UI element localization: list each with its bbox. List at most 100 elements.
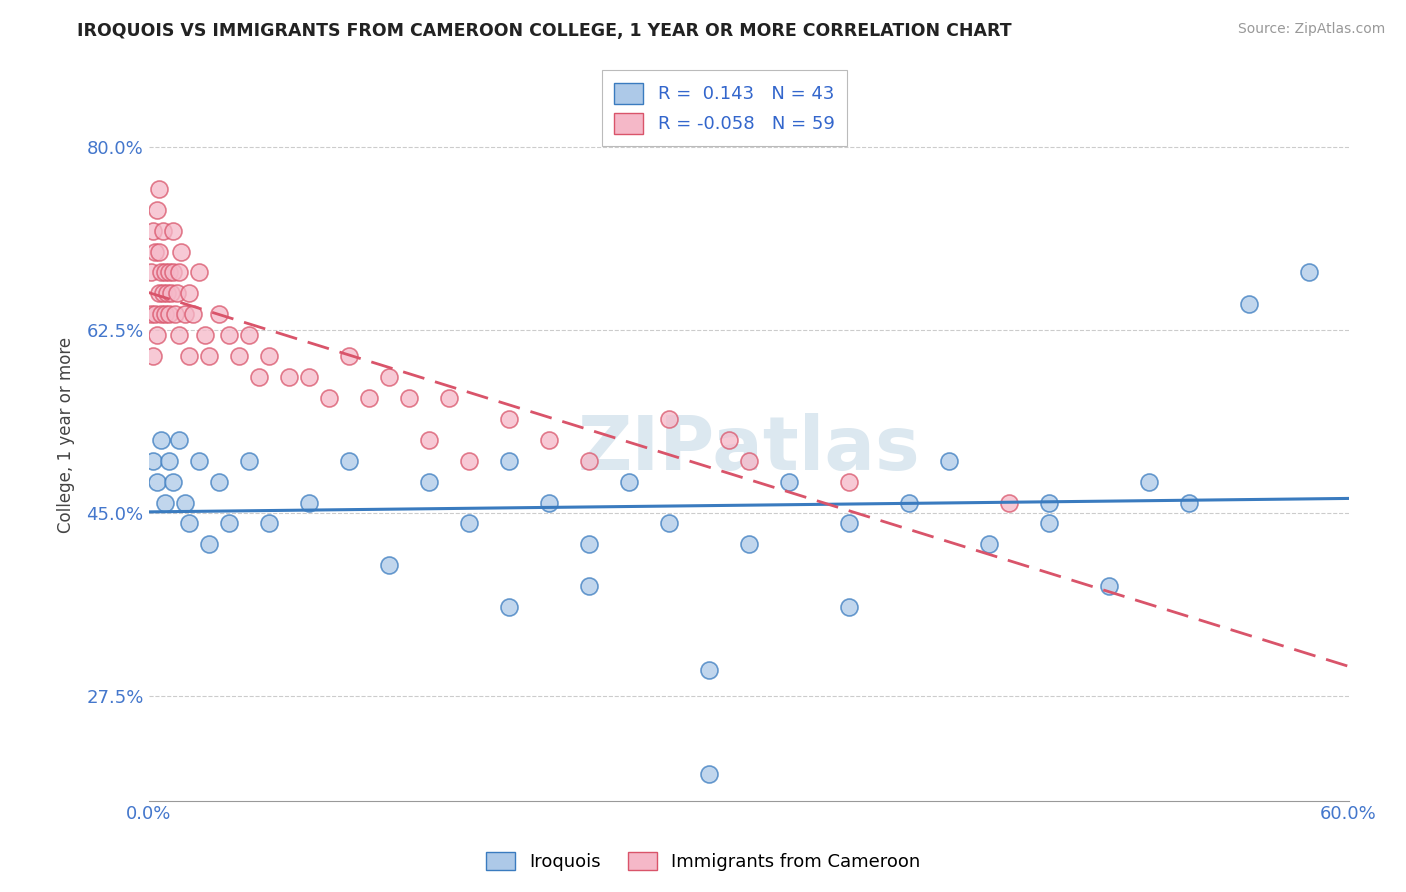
Point bbox=[181, 307, 204, 321]
Point bbox=[657, 412, 679, 426]
Point bbox=[173, 307, 195, 321]
Point bbox=[617, 475, 640, 489]
Point bbox=[169, 244, 191, 259]
Point bbox=[173, 495, 195, 509]
Point bbox=[377, 370, 399, 384]
Point bbox=[578, 537, 600, 551]
Point bbox=[145, 202, 167, 217]
Point bbox=[398, 391, 420, 405]
Point bbox=[238, 453, 260, 467]
Point bbox=[1137, 475, 1160, 489]
Point bbox=[737, 537, 759, 551]
Point bbox=[1298, 265, 1320, 279]
Point bbox=[257, 349, 280, 363]
Point bbox=[337, 453, 360, 467]
Point bbox=[437, 391, 460, 405]
Point bbox=[162, 265, 184, 279]
Point bbox=[167, 265, 190, 279]
Point bbox=[218, 516, 240, 531]
Point bbox=[657, 516, 679, 531]
Point bbox=[163, 307, 186, 321]
Point bbox=[207, 475, 229, 489]
Point bbox=[162, 224, 184, 238]
Point bbox=[297, 370, 319, 384]
Text: IROQUOIS VS IMMIGRANTS FROM CAMEROON COLLEGE, 1 YEAR OR MORE CORRELATION CHART: IROQUOIS VS IMMIGRANTS FROM CAMEROON COL… bbox=[77, 22, 1012, 40]
Point bbox=[157, 453, 180, 467]
Point bbox=[997, 495, 1019, 509]
Point bbox=[697, 767, 720, 781]
Point bbox=[152, 224, 174, 238]
Point bbox=[143, 244, 166, 259]
Point bbox=[578, 579, 600, 593]
Point bbox=[418, 475, 440, 489]
Point bbox=[778, 475, 800, 489]
Point bbox=[153, 265, 176, 279]
Point bbox=[1237, 297, 1260, 311]
Point bbox=[1097, 579, 1119, 593]
Point bbox=[277, 370, 299, 384]
Point bbox=[187, 265, 209, 279]
Point bbox=[141, 453, 163, 467]
Point bbox=[318, 391, 340, 405]
Point bbox=[149, 307, 172, 321]
Point bbox=[167, 328, 190, 343]
Point bbox=[457, 453, 479, 467]
Point bbox=[838, 600, 860, 615]
Point bbox=[697, 663, 720, 677]
Point bbox=[152, 286, 174, 301]
Legend: Iroquois, Immigrants from Cameroon: Iroquois, Immigrants from Cameroon bbox=[478, 845, 928, 879]
Point bbox=[1038, 516, 1060, 531]
Point bbox=[537, 495, 560, 509]
Point bbox=[148, 182, 170, 196]
Point bbox=[457, 516, 479, 531]
Point bbox=[157, 307, 180, 321]
Point bbox=[578, 453, 600, 467]
Y-axis label: College, 1 year or more: College, 1 year or more bbox=[58, 336, 75, 533]
Point bbox=[148, 286, 170, 301]
Point bbox=[162, 475, 184, 489]
Point bbox=[247, 370, 270, 384]
Point bbox=[149, 265, 172, 279]
Point bbox=[177, 286, 200, 301]
Point bbox=[897, 495, 920, 509]
Point bbox=[537, 433, 560, 447]
Point bbox=[1038, 495, 1060, 509]
Point bbox=[145, 328, 167, 343]
Point bbox=[257, 516, 280, 531]
Point bbox=[337, 349, 360, 363]
Text: Source: ZipAtlas.com: Source: ZipAtlas.com bbox=[1237, 22, 1385, 37]
Point bbox=[177, 349, 200, 363]
Point bbox=[155, 286, 177, 301]
Point bbox=[177, 516, 200, 531]
Legend: R =  0.143   N = 43, R = -0.058   N = 59: R = 0.143 N = 43, R = -0.058 N = 59 bbox=[602, 70, 848, 146]
Point bbox=[159, 286, 181, 301]
Point bbox=[193, 328, 215, 343]
Point bbox=[977, 537, 1000, 551]
Point bbox=[149, 433, 172, 447]
Point bbox=[167, 433, 190, 447]
Point bbox=[187, 453, 209, 467]
Point bbox=[141, 224, 163, 238]
Point bbox=[498, 600, 520, 615]
Point bbox=[153, 495, 176, 509]
Point bbox=[1177, 495, 1199, 509]
Point bbox=[153, 307, 176, 321]
Text: ZIPatlas: ZIPatlas bbox=[578, 413, 920, 486]
Point bbox=[938, 453, 960, 467]
Point bbox=[377, 558, 399, 573]
Point bbox=[166, 286, 188, 301]
Point bbox=[197, 349, 219, 363]
Point bbox=[418, 433, 440, 447]
Point bbox=[498, 453, 520, 467]
Point bbox=[145, 475, 167, 489]
Point bbox=[717, 433, 740, 447]
Point bbox=[238, 328, 260, 343]
Point bbox=[357, 391, 380, 405]
Point bbox=[148, 244, 170, 259]
Point bbox=[498, 412, 520, 426]
Point bbox=[143, 307, 166, 321]
Point bbox=[141, 349, 163, 363]
Point bbox=[139, 307, 162, 321]
Point bbox=[297, 495, 319, 509]
Point bbox=[838, 516, 860, 531]
